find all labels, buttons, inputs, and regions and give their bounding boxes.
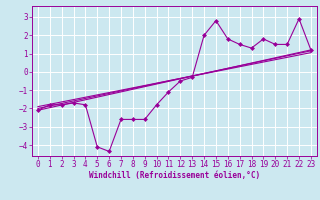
X-axis label: Windchill (Refroidissement éolien,°C): Windchill (Refroidissement éolien,°C): [89, 171, 260, 180]
